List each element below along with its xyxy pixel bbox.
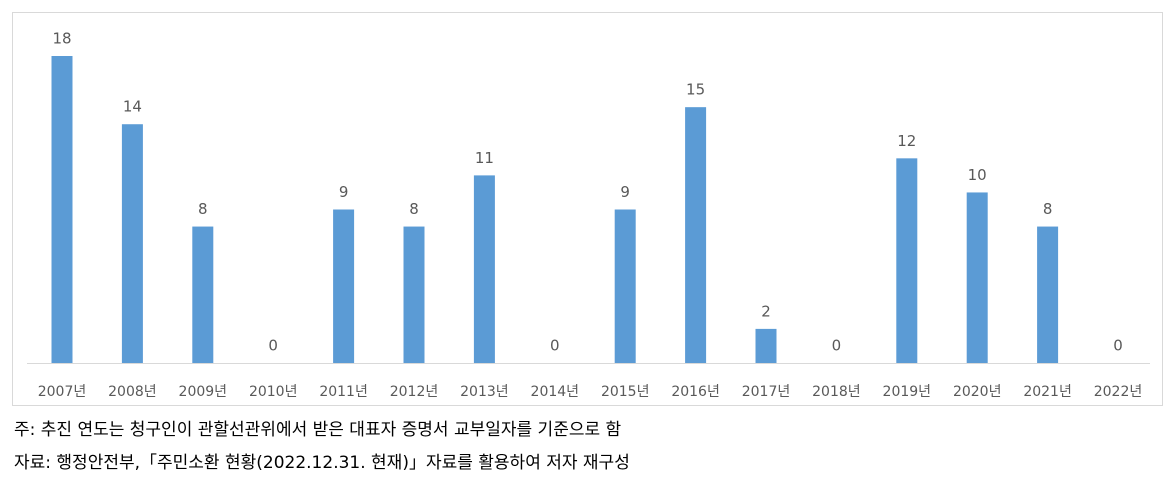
x-tick-label: 2011년 (319, 384, 368, 400)
data-label: 8 (1043, 200, 1053, 218)
data-label: 14 (123, 98, 142, 116)
x-tick-label: 2016년 (671, 384, 720, 400)
bar (333, 209, 355, 363)
x-tick-label: 2022년 (1094, 384, 1143, 400)
data-label: 0 (268, 337, 278, 355)
bar (685, 107, 707, 364)
data-label: 8 (198, 200, 208, 218)
x-tick-label: 2020년 (953, 384, 1002, 400)
bar (896, 158, 918, 363)
x-tick-label: 2009년 (179, 384, 228, 400)
x-tick-label: 2014년 (531, 384, 580, 400)
data-label: 12 (897, 132, 916, 150)
x-tick-label: 2007년 (38, 384, 87, 400)
x-tick-label: 2017년 (742, 384, 791, 400)
bar (192, 226, 214, 363)
data-label: 0 (1113, 337, 1123, 355)
bar (473, 175, 495, 363)
bar (614, 209, 636, 363)
chart-frame (12, 12, 1163, 406)
x-tick-label: 2013년 (460, 384, 509, 400)
data-label: 10 (968, 166, 987, 184)
source: 자료: 행정안전부,「주민소환 현황(2022.12.31. 현재)」자료를 활… (14, 453, 630, 473)
x-tick-label: 2019년 (883, 384, 932, 400)
data-label: 9 (620, 183, 630, 201)
data-label: 9 (339, 183, 349, 201)
x-tick-label: 2021년 (1023, 384, 1072, 400)
data-label: 15 (686, 81, 705, 99)
bar (121, 124, 143, 363)
bar (1037, 226, 1059, 363)
x-tick-label: 2010년 (249, 384, 298, 400)
data-label: 18 (52, 30, 71, 48)
data-label: 11 (475, 149, 494, 167)
data-label: 0 (550, 337, 560, 355)
bar (51, 56, 73, 363)
note: 주: 추진 연도는 청구인이 관할선관위에서 받은 대표자 증명서 교부일자를 … (14, 420, 622, 440)
bar (755, 328, 777, 363)
x-tick-label: 2018년 (812, 384, 861, 400)
data-label: 2 (761, 302, 771, 320)
bar (403, 226, 425, 363)
data-label: 0 (832, 337, 842, 355)
x-tick-label: 2012년 (390, 384, 439, 400)
data-label: 8 (409, 200, 419, 218)
x-tick-label: 2015년 (601, 384, 650, 400)
x-tick-label: 2008년 (108, 384, 157, 400)
bar (966, 192, 988, 363)
